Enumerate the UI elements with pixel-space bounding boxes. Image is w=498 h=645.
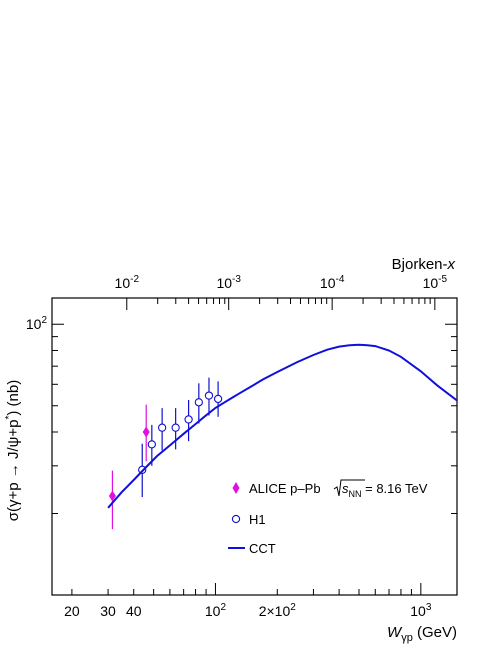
x2-tick-label: 10-4 bbox=[320, 274, 345, 291]
h1-point bbox=[213, 394, 223, 404]
data-layer bbox=[107, 343, 457, 530]
h1-point bbox=[147, 440, 156, 449]
y-tick-label: 102 bbox=[26, 315, 48, 332]
legend-alice-marker bbox=[232, 482, 240, 494]
legend-sqrt-sign bbox=[333, 479, 365, 497]
x-tick-label: 102 bbox=[205, 602, 227, 619]
alice-point bbox=[108, 490, 116, 502]
x2-tick-label: 10-2 bbox=[115, 274, 140, 291]
h1-point bbox=[171, 423, 180, 432]
h1-point bbox=[194, 398, 203, 407]
alice-point bbox=[142, 426, 150, 438]
axes-layer: 20 30 40 102 2×102 103 10-2 10-3 10-4 10-5Bjorken… bbox=[4, 256, 458, 644]
x-tick-label: 20 bbox=[64, 603, 80, 619]
legend-h1-marker bbox=[231, 514, 241, 524]
h1-point bbox=[184, 415, 193, 424]
legend-h1-label: H1 bbox=[249, 512, 266, 527]
x2-tick-label: 10-5 bbox=[423, 274, 448, 291]
x-tick-label: 103 bbox=[410, 602, 432, 619]
x-tick-label: 40 bbox=[126, 603, 142, 619]
h1-point bbox=[157, 423, 167, 432]
x-axis-title: Wγp (GeV) bbox=[387, 624, 457, 644]
legend-cct-label: CCT bbox=[249, 541, 276, 556]
legend-alice-label: ALICE p–Pb sNN = 8.16 TeV bbox=[249, 481, 428, 499]
x2-axis-title: Bjorken-x bbox=[392, 256, 456, 273]
y-axis-title: σ(γ+p → J/ψ+p*) (nb) bbox=[4, 380, 22, 521]
x2-tick-label: 10-3 bbox=[216, 274, 241, 291]
cct-curve bbox=[107, 343, 457, 509]
plot-frame bbox=[51, 297, 458, 596]
x-tick-label: 2×102 bbox=[259, 602, 297, 619]
legend: ALICE p–Pb sNN = 8.16 TeV H1 CCT bbox=[228, 479, 428, 556]
h1-point bbox=[204, 391, 214, 400]
x-tick-label: 30 bbox=[100, 603, 116, 619]
